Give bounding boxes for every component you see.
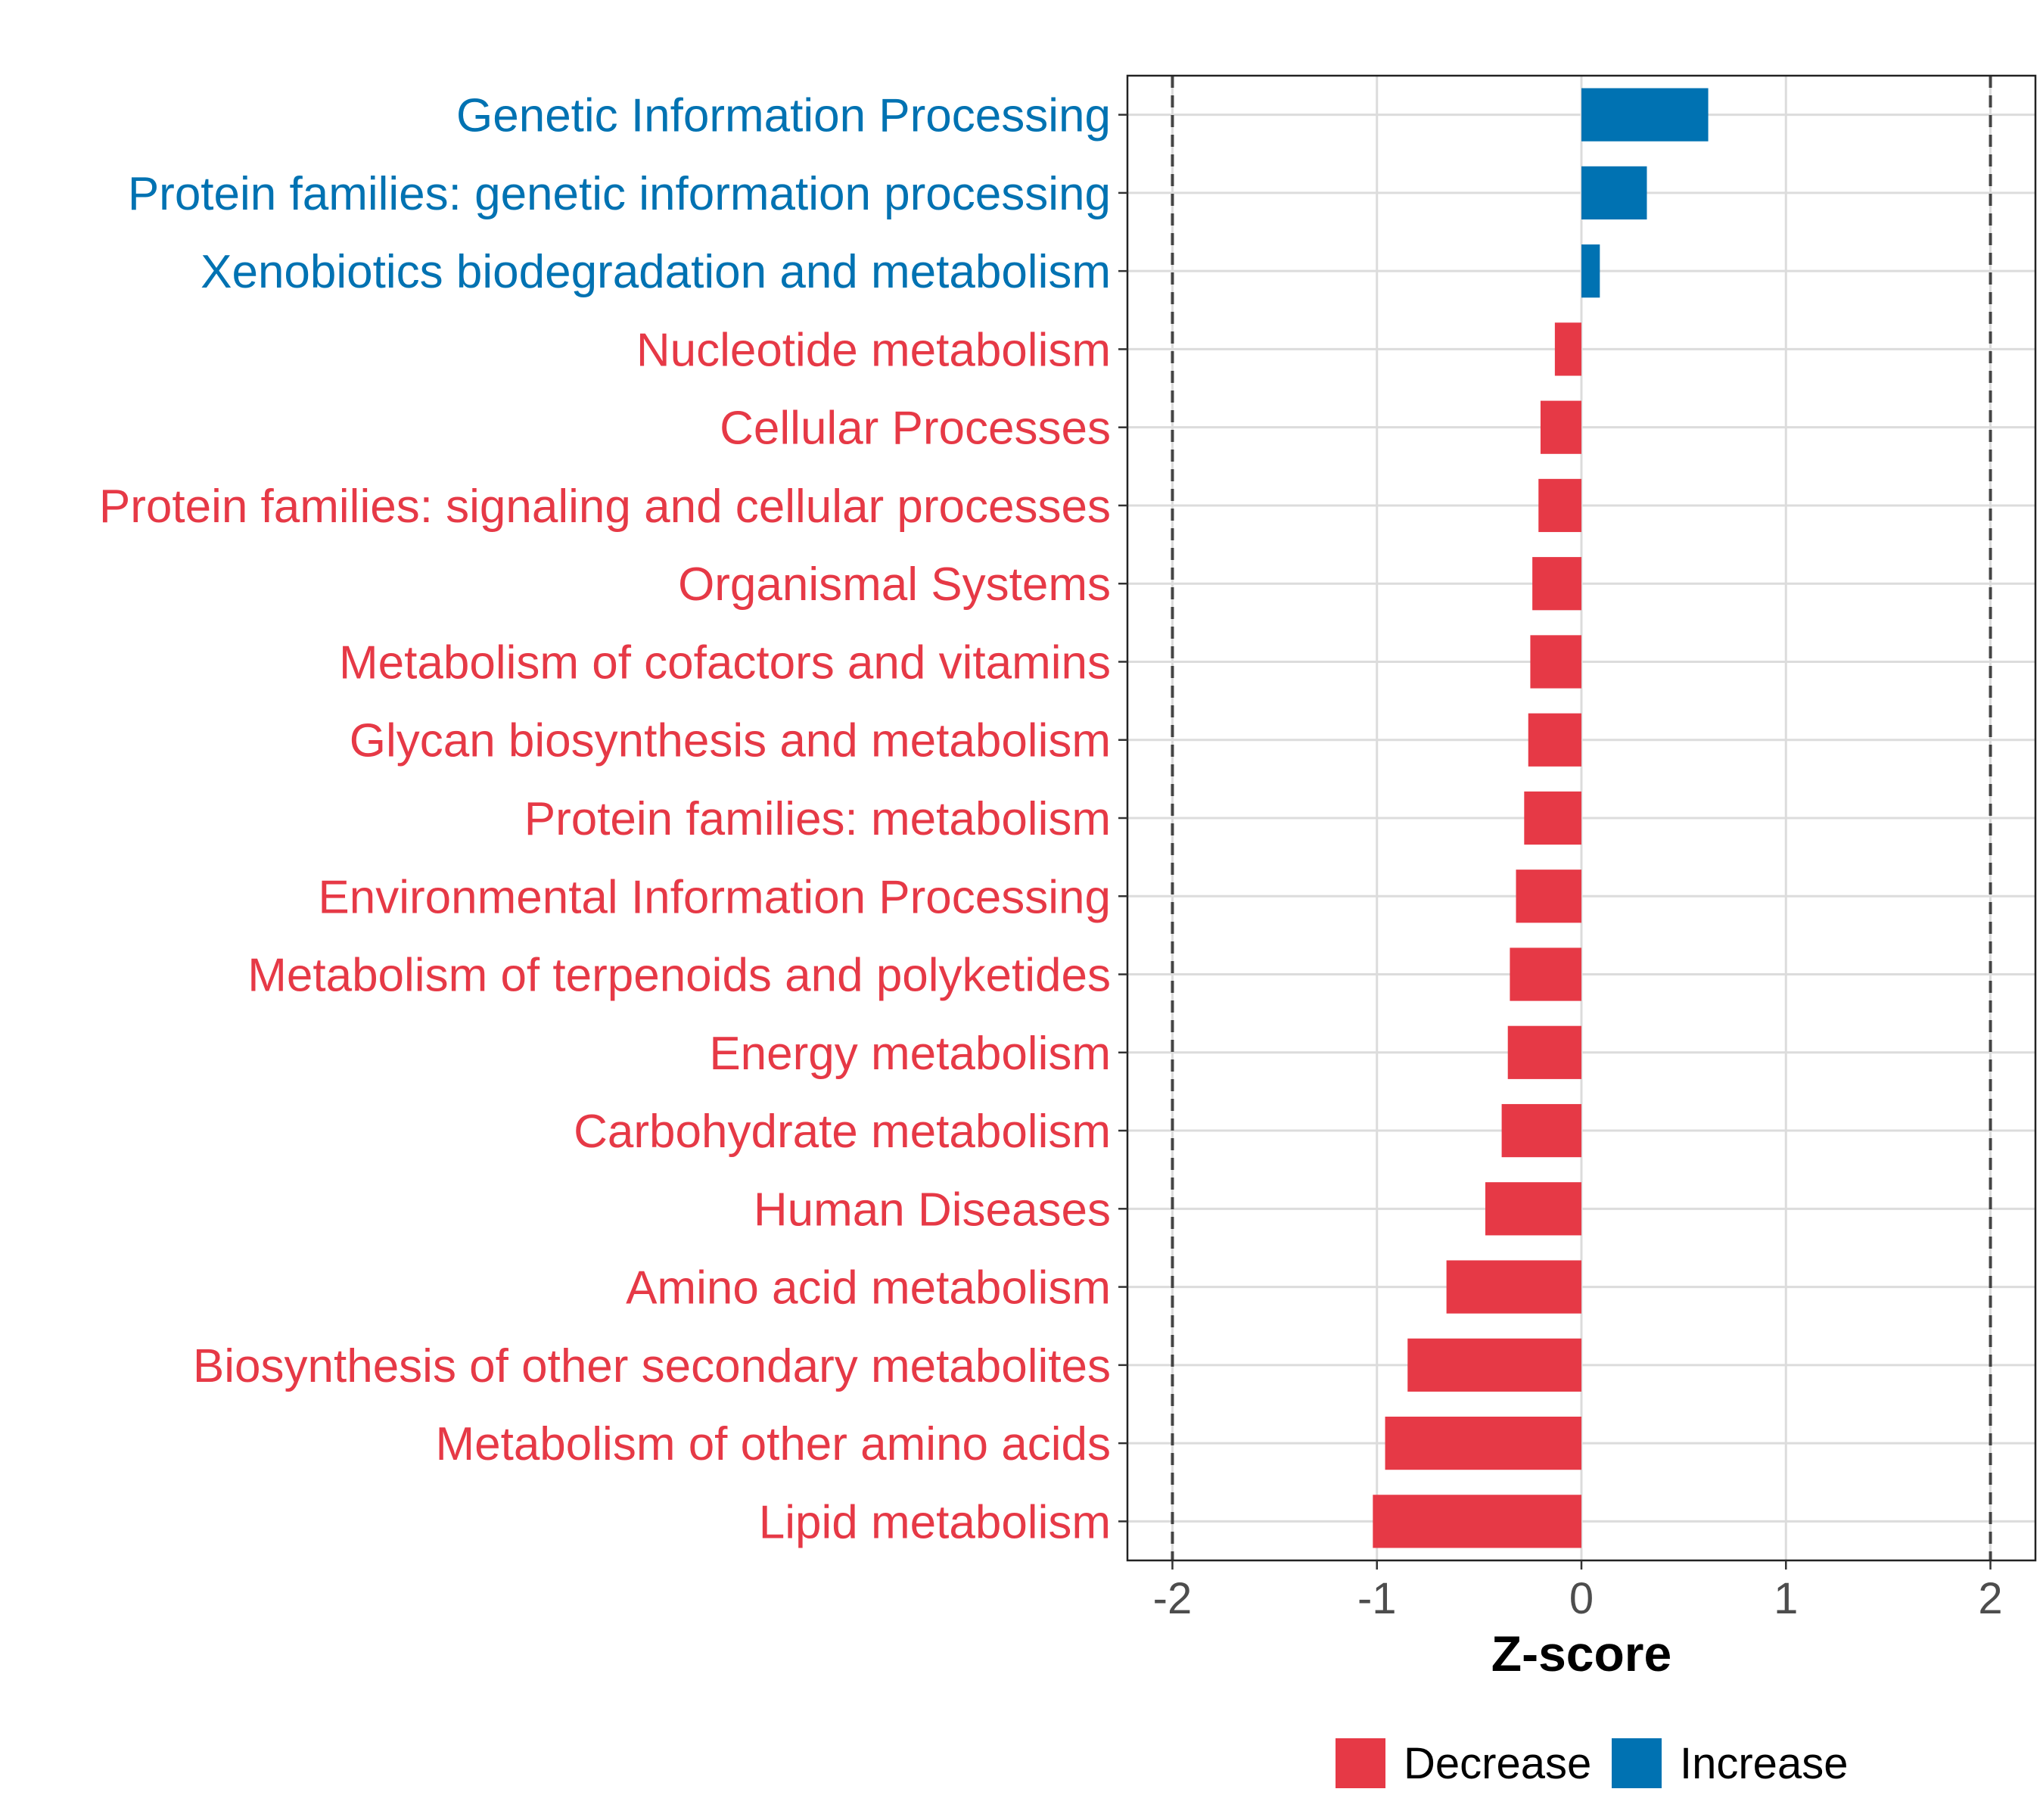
bar-1 — [1581, 166, 1647, 220]
bar-12 — [1507, 1025, 1581, 1079]
legend: Decrease Increase — [1336, 1738, 1848, 1788]
bar-8 — [1528, 713, 1581, 767]
bar-7 — [1530, 635, 1581, 689]
category-label-4: Cellular Processes — [720, 403, 1111, 455]
bar-4 — [1540, 400, 1581, 454]
category-label-5: Protein families: signaling and cellular… — [99, 481, 1111, 533]
bar-16 — [1407, 1338, 1581, 1392]
category-label-3: Nucleotide metabolism — [636, 324, 1111, 376]
x-axis-title: Z-score — [1491, 1626, 1671, 1682]
category-label-1: Protein families: genetic information pr… — [128, 168, 1111, 220]
category-label-0: Genetic Information Processing — [456, 90, 1111, 142]
category-label-11: Metabolism of terpenoids and polyketides — [247, 950, 1111, 1002]
x-tick-label-3: 1 — [1774, 1574, 1798, 1623]
bar-6 — [1532, 557, 1581, 611]
category-label-2: Xenobiotics biodegradation and metabolis… — [201, 246, 1111, 298]
bars-layer — [1373, 88, 1709, 1548]
bar-2 — [1581, 244, 1600, 298]
bar-15 — [1446, 1260, 1581, 1314]
legend-label-decrease: Decrease — [1404, 1739, 1591, 1788]
reference-lines-layer — [1171, 76, 1992, 1560]
category-label-10: Environmental Information Processing — [318, 871, 1111, 923]
legend-label-increase: Increase — [1680, 1739, 1848, 1788]
x-axis: -2 -1 0 1 2 — [1153, 1560, 2003, 1623]
bar-11 — [1510, 947, 1581, 1001]
bar-9 — [1524, 791, 1581, 845]
category-label-16: Biosynthesis of other secondary metaboli… — [193, 1340, 1111, 1392]
bar-10 — [1516, 870, 1581, 923]
bar-3 — [1554, 322, 1581, 376]
bar-18 — [1373, 1495, 1581, 1548]
x-tick-label-2: 0 — [1569, 1574, 1594, 1623]
category-label-18: Lipid metabolism — [759, 1496, 1111, 1548]
category-label-12: Energy metabolism — [709, 1028, 1111, 1080]
category-label-13: Carbohydrate metabolism — [574, 1106, 1111, 1158]
bar-0 — [1581, 88, 1709, 142]
legend-swatch-decrease — [1336, 1738, 1385, 1788]
category-label-17: Metabolism of other amino acids — [435, 1418, 1111, 1470]
category-label-14: Human Diseases — [754, 1184, 1111, 1236]
x-tick-label-0: -2 — [1153, 1574, 1193, 1623]
category-label-8: Glycan biosynthesis and metabolism — [350, 715, 1111, 767]
bar-14 — [1485, 1182, 1581, 1236]
category-label-15: Amino acid metabolism — [626, 1262, 1111, 1314]
x-tick-label-4: 2 — [1978, 1574, 2002, 1623]
y-axis-labels: Genetic Information Processing Protein fa… — [99, 90, 1127, 1548]
category-label-9: Protein families: metabolism — [524, 793, 1111, 845]
bar-17 — [1385, 1416, 1581, 1470]
category-label-7: Metabolism of cofactors and vitamins — [339, 636, 1111, 689]
bar-13 — [1501, 1103, 1581, 1158]
x-tick-label-1: -1 — [1357, 1574, 1397, 1623]
legend-swatch-increase — [1612, 1738, 1662, 1788]
category-label-6: Organismal Systems — [678, 558, 1111, 611]
bar-5 — [1538, 478, 1581, 533]
